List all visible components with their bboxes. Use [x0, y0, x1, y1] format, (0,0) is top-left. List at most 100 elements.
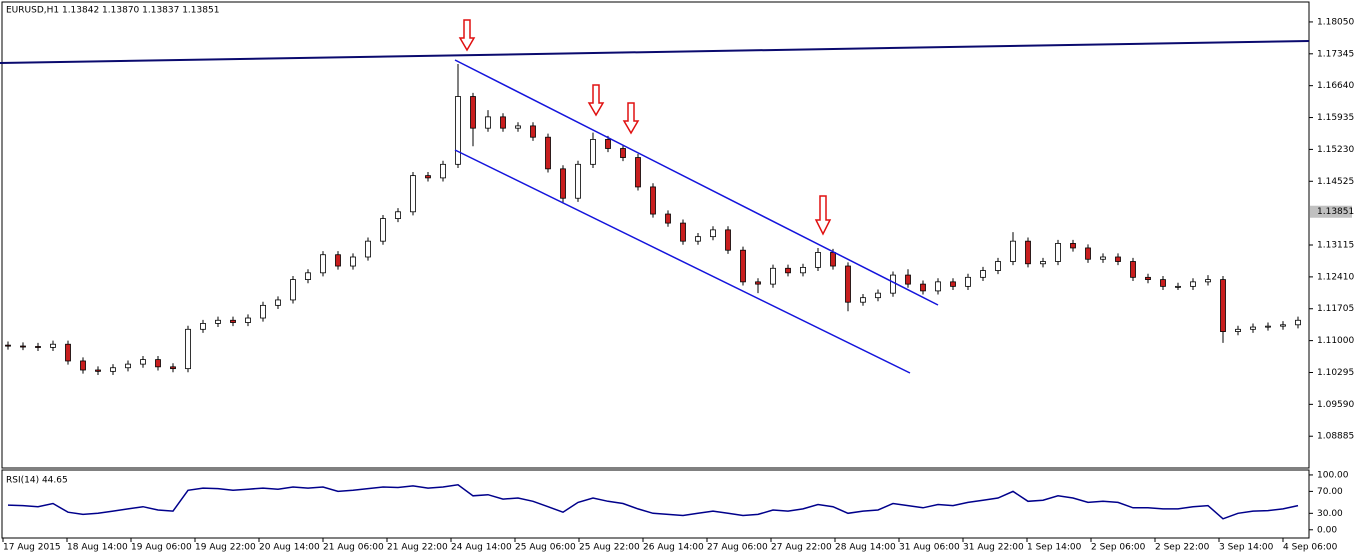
x-tick-label: 21 Aug 22:00 [387, 543, 448, 553]
candle-body [365, 240, 371, 258]
rsi-tick-label: 100.00 [1317, 470, 1349, 480]
channel-lower-line [454, 149, 911, 374]
x-tick-label: 19 Aug 22:00 [195, 543, 256, 553]
candle-body [575, 163, 581, 199]
candle-body [605, 139, 611, 149]
y-tick-label: 1.09590 [1317, 400, 1354, 410]
candle-body [1025, 240, 1031, 265]
candle-body [695, 236, 701, 242]
candle-body [140, 359, 146, 365]
candle-body [770, 267, 776, 285]
candle-body [470, 96, 476, 129]
rsi-title: RSI(14) 44.65 [6, 476, 68, 486]
rsi-line [7, 484, 1299, 520]
candle-body [1130, 261, 1136, 278]
x-tick-label: 31 Aug 06:00 [899, 543, 960, 553]
candle-body [290, 279, 296, 301]
candle-body [815, 252, 821, 268]
candle-body [965, 276, 971, 287]
candle-body [1115, 256, 1121, 262]
candle-body [620, 148, 626, 158]
y-tick-label: 1.11000 [1317, 336, 1354, 346]
y-tick-label: 1.18050 [1317, 17, 1354, 27]
rsi-tick-label: 0.00 [1317, 525, 1337, 535]
x-tick-label: 20 Aug 14:00 [259, 543, 320, 553]
candle-body [230, 319, 236, 323]
candle-body [860, 297, 866, 303]
candle-body [890, 274, 896, 294]
candle-body [800, 266, 806, 274]
x-tick-label: 25 Aug 22:00 [579, 543, 640, 553]
arrow-marker [814, 195, 832, 236]
candle-body [905, 274, 911, 285]
candle-body [1100, 256, 1106, 260]
arrow-marker [622, 102, 640, 135]
candle-body [95, 369, 101, 372]
x-tick-label: 24 Aug 14:00 [451, 543, 512, 553]
candle-body [740, 249, 746, 283]
x-tick-label: 28 Aug 14:00 [835, 543, 896, 553]
candle-body [1280, 324, 1286, 327]
candle-body [185, 328, 191, 370]
candle-body [500, 116, 506, 129]
y-tick-label: 1.15935 [1317, 113, 1354, 123]
candle-body [1235, 328, 1241, 332]
y-tick-label: 1.15230 [1317, 145, 1354, 155]
candle-body [170, 366, 176, 370]
candle-body [155, 359, 161, 368]
x-tick-label: 26 Aug 14:00 [643, 543, 704, 553]
candle-body [380, 218, 386, 242]
candle-body [245, 317, 251, 323]
candle-body [785, 267, 791, 274]
y-tick-label: 1.14525 [1317, 177, 1354, 187]
x-tick-label: 27 Aug 06:00 [707, 543, 768, 553]
candle-body [875, 292, 881, 299]
candle-body [710, 229, 716, 238]
candle-body [320, 254, 326, 274]
candle-body [1220, 279, 1226, 332]
candle-body [395, 211, 401, 219]
arrow-marker [587, 84, 605, 117]
y-tick-label: 1.11705 [1317, 304, 1354, 314]
candle-body [665, 213, 671, 224]
y-tick-label: 1.13115 [1317, 241, 1354, 251]
x-tick-label: 31 Aug 22:00 [963, 543, 1024, 553]
x-tick-label: 1 Sep 14:00 [1027, 543, 1082, 553]
candle-body [485, 116, 491, 129]
candle-body [110, 367, 116, 372]
x-tick-label: 17 Aug 2015 [3, 543, 61, 553]
candle-body [1190, 281, 1196, 287]
candle-body [755, 281, 761, 285]
candle-body [1160, 279, 1166, 287]
candle-body [995, 261, 1001, 271]
candle-body [425, 175, 431, 179]
rsi-plot-frame [1, 469, 1310, 539]
candle-body [410, 175, 416, 213]
candle-body [200, 323, 206, 330]
x-tick-label: 2 Sep 06:00 [1091, 543, 1146, 553]
candle-body [50, 343, 56, 348]
candle-body [5, 344, 11, 347]
candle-body [125, 363, 131, 369]
candle-body [215, 319, 221, 324]
candle-body [950, 281, 956, 287]
x-tick-label: 27 Aug 22:00 [771, 543, 832, 553]
candle-body [845, 265, 851, 303]
candle-body [1205, 279, 1211, 283]
x-tick-label: 21 Aug 06:00 [323, 543, 384, 553]
x-tick-label: 3 Sep 14:00 [1219, 543, 1274, 553]
y-tick-label: 1.12410 [1317, 272, 1354, 282]
main-plot-frame [1, 1, 1310, 469]
y-tick-label: 1.10295 [1317, 368, 1354, 378]
rsi-tick-label: 70.00 [1317, 487, 1343, 497]
x-tick-label: 2 Sep 22:00 [1155, 543, 1210, 553]
bid-price-box [1310, 205, 1352, 218]
x-tick-label: 25 Aug 06:00 [515, 543, 576, 553]
candle-body [560, 168, 566, 199]
arrow-marker [458, 19, 476, 52]
candle-body [1040, 261, 1046, 265]
channel-upper-line [454, 59, 939, 306]
candle-body [530, 125, 536, 138]
candle-body [635, 157, 641, 188]
